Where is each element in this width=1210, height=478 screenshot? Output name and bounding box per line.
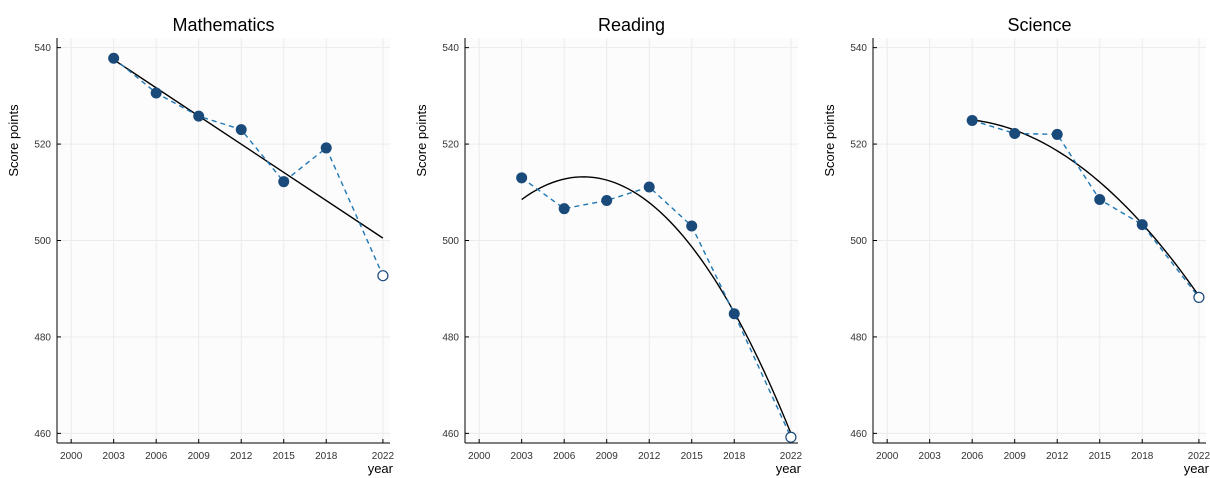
x-tick-label: 2022 [780, 451, 803, 462]
x-tick-label: 2015 [681, 451, 704, 462]
x-tick-label: 2009 [596, 451, 619, 462]
data-point [558, 203, 570, 215]
x-tick-label: 2018 [315, 451, 338, 462]
data-point [601, 194, 613, 206]
x-tick-label: 2015 [1089, 451, 1112, 462]
y-tick-label: 500 [850, 236, 867, 247]
trend-line [521, 176, 792, 434]
x-tick-label: 2022 [372, 451, 395, 462]
chart-title: Reading [598, 15, 665, 35]
data-point [1136, 219, 1148, 231]
data-point [150, 87, 162, 99]
x-tick-label: 2000 [876, 451, 899, 462]
x-tick-label: 2018 [1131, 451, 1154, 462]
y-tick-label: 500 [34, 236, 51, 247]
trend-line [972, 119, 1200, 297]
data-point [516, 172, 528, 184]
data-point [966, 114, 978, 126]
x-tick-label: 2015 [273, 451, 296, 462]
y-tick-label: 540 [442, 43, 459, 54]
y-tick-label: 460 [34, 429, 51, 440]
y-tick-label: 480 [850, 332, 867, 343]
y-axis-title: Score points [6, 104, 21, 177]
x-tick-label: 2000 [60, 451, 83, 462]
y-tick-label: 460 [442, 429, 459, 440]
x-tick-label: 2012 [230, 451, 253, 462]
x-axis-title: year [1184, 461, 1210, 476]
chart-title: Science [1007, 15, 1071, 35]
data-point [235, 124, 247, 136]
x-tick-label: 2006 [553, 451, 576, 462]
chart-panel-0: 2000 2003 2006 2009 2012 2015 2018 2022 460 480 50… [6, 15, 394, 476]
x-axis-title: year [368, 461, 394, 476]
x-tick-label: 2012 [1046, 451, 1069, 462]
data-point-open [377, 270, 389, 282]
chart-panel-2: 2000 2003 2006 2009 2012 2015 2018 2022 460 480 50… [822, 15, 1210, 476]
y-tick-label: 540 [34, 43, 51, 54]
y-tick-label: 540 [850, 43, 867, 54]
x-tick-label: 2003 [511, 451, 534, 462]
y-tick-label: 480 [34, 332, 51, 343]
x-tick-label: 2000 [468, 451, 491, 462]
x-tick-label: 2003 [919, 451, 942, 462]
y-tick-label: 520 [850, 140, 867, 151]
x-tick-label: 2009 [1004, 451, 1027, 462]
data-point [1094, 194, 1106, 206]
x-tick-label: 2003 [103, 451, 126, 462]
data-point [278, 176, 290, 188]
data-point [686, 220, 698, 232]
y-tick-label: 480 [442, 332, 459, 343]
y-tick-label: 500 [442, 236, 459, 247]
chart-title: Mathematics [172, 15, 274, 35]
y-tick-label: 520 [34, 140, 51, 151]
data-point [643, 181, 655, 193]
data-point [1051, 128, 1063, 140]
data-point [728, 308, 740, 320]
data-point [108, 52, 120, 64]
x-axis-title: year [776, 461, 802, 476]
x-tick-label: 2006 [961, 451, 984, 462]
series-line [971, 119, 1200, 298]
data-point [193, 110, 205, 122]
x-tick-label: 2018 [723, 451, 746, 462]
data-point [1009, 127, 1021, 139]
x-tick-label: 2006 [145, 451, 168, 462]
x-tick-label: 2012 [638, 451, 661, 462]
chart-panel-1: 2000 2003 2006 2009 2012 2015 2018 2022 460 480 50… [414, 15, 802, 476]
data-point-open [785, 431, 797, 443]
y-axis-title: Score points [414, 104, 429, 177]
x-tick-label: 2022 [1188, 451, 1210, 462]
data-point [320, 142, 332, 154]
y-tick-label: 520 [442, 140, 459, 151]
data-point-open [1193, 291, 1205, 303]
y-tick-label: 460 [850, 429, 867, 440]
x-tick-label: 2009 [188, 451, 211, 462]
y-axis-title: Score points [822, 104, 837, 177]
